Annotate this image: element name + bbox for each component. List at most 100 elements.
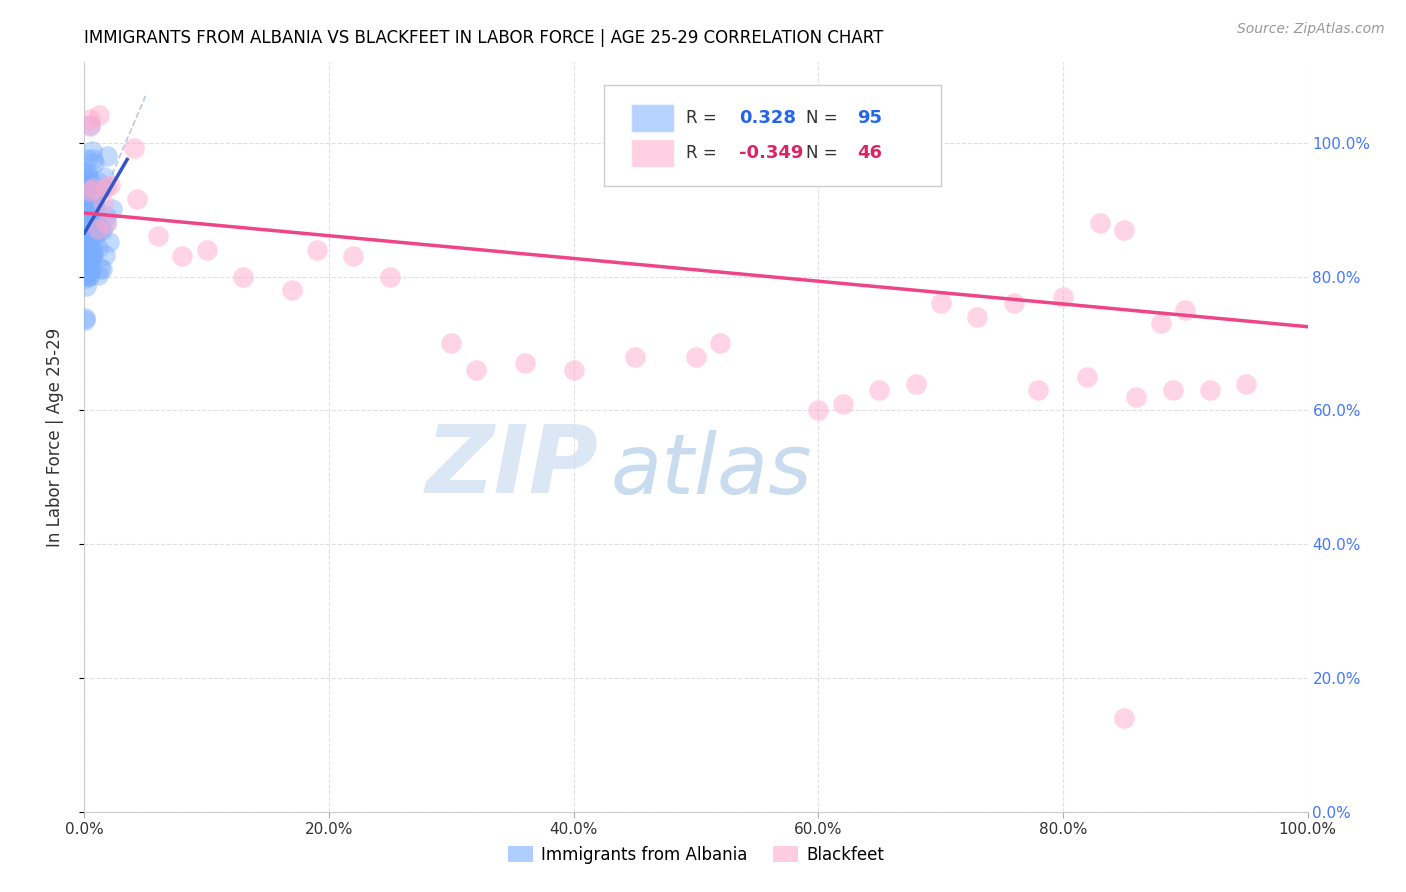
Point (76, 202, 98, 217)
Point (84, 187, 107, 202)
Point (73, 172, 96, 186)
Point (76, 219, 98, 234)
Point (342, 250, 364, 264)
Point (77, 172, 100, 186)
Point (75, 168, 97, 182)
Point (94, 216, 117, 230)
Point (77, 238, 100, 252)
Point (98, 178, 121, 192)
Point (172, 250, 194, 264)
Point (1174, 303, 1197, 318)
Text: IMMIGRANTS FROM ALBANIA VS BLACKFEET IN LABOR FORCE | AGE 25-29 CORRELATION CHAR: IMMIGRANTS FROM ALBANIA VS BLACKFEET IN … (84, 29, 884, 47)
Point (77, 240, 100, 254)
Point (1150, 317, 1173, 331)
Point (79, 184, 101, 198)
Point (79, 252, 101, 267)
Point (76, 266, 98, 280)
Point (1161, 384, 1184, 398)
Point (75, 219, 97, 234)
Point (77, 261, 100, 276)
Point (96, 148, 118, 162)
Point (79, 177, 101, 191)
Point (82, 248, 104, 262)
Point (82, 144, 104, 158)
Point (79, 214, 101, 228)
Point (91, 181, 114, 195)
Point (1002, 296, 1025, 310)
Point (75, 268, 97, 282)
Point (77, 258, 100, 272)
Point (86, 241, 108, 255)
Point (84, 213, 107, 227)
Point (83, 219, 105, 234)
Point (79, 120, 101, 134)
Point (75, 181, 97, 195)
Text: R =: R = (686, 145, 723, 162)
Point (96, 216, 118, 230)
Point (76, 193, 98, 207)
Text: atlas: atlas (610, 430, 813, 511)
Point (76, 227, 98, 242)
Point (73, 311, 96, 326)
Point (77, 171, 100, 186)
Point (562, 363, 585, 377)
Point (75, 271, 97, 285)
Point (127, 192, 149, 206)
Point (91, 223, 114, 237)
Point (83, 194, 105, 209)
Point (440, 336, 463, 351)
Point (77, 222, 100, 236)
Point (82, 184, 104, 198)
Point (73, 240, 96, 254)
Point (1076, 369, 1098, 384)
Point (1114, 711, 1136, 725)
Point (513, 356, 536, 371)
Point (831, 396, 853, 410)
Point (76, 186, 98, 200)
Point (146, 229, 169, 244)
Point (73, 247, 96, 261)
Point (75, 189, 97, 203)
Point (73, 244, 96, 258)
Point (77, 186, 100, 200)
Point (79, 269, 101, 284)
Point (80, 228, 103, 243)
Point (76, 211, 98, 225)
Point (77, 205, 100, 219)
Point (96, 209, 118, 223)
Point (869, 384, 891, 398)
Point (77, 201, 100, 215)
Point (83, 156, 105, 170)
Text: 0.328: 0.328 (738, 109, 796, 127)
Point (91, 196, 114, 211)
Point (966, 310, 988, 324)
Point (195, 243, 218, 257)
Point (79, 207, 101, 221)
Point (1198, 384, 1220, 398)
Point (83, 219, 105, 233)
Point (1052, 289, 1074, 303)
Point (80, 262, 103, 277)
Point (79, 118, 101, 132)
Point (76, 238, 98, 252)
Point (76, 211, 98, 226)
Point (79, 185, 101, 199)
Point (807, 403, 830, 417)
Point (90, 262, 112, 277)
Text: N =: N = (806, 145, 844, 162)
FancyBboxPatch shape (631, 139, 673, 168)
Point (77, 198, 100, 212)
Point (77, 209, 100, 223)
Point (82, 224, 104, 238)
Point (84, 188, 107, 202)
Point (73, 313, 96, 327)
Point (76, 200, 98, 214)
Point (709, 336, 731, 351)
Point (281, 283, 304, 297)
Point (77, 233, 100, 247)
Point (89, 222, 111, 236)
Text: -0.349: -0.349 (738, 145, 803, 162)
Point (232, 269, 254, 284)
Point (79, 216, 101, 230)
Point (101, 202, 124, 217)
